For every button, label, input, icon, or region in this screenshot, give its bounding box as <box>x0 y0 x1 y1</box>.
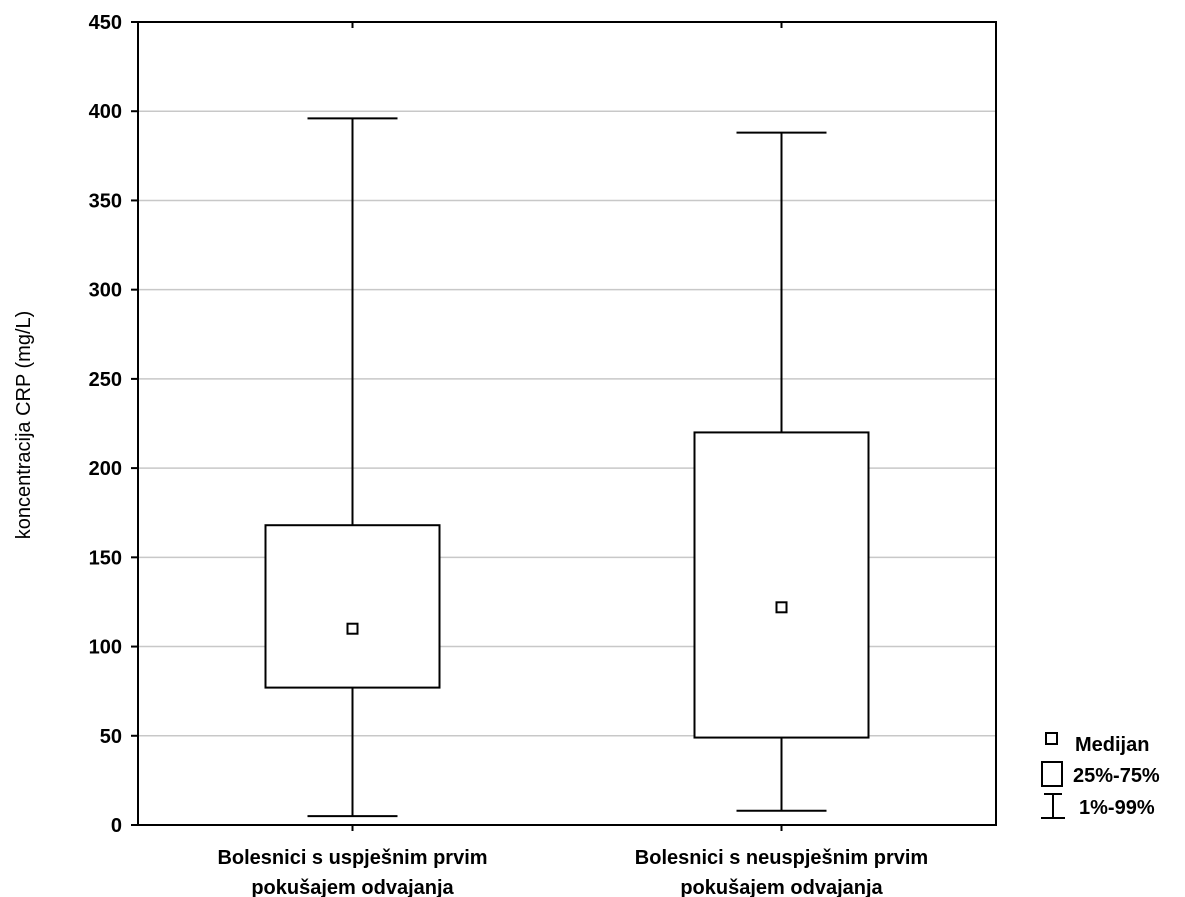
legend-label: 25%-75% <box>1073 765 1160 787</box>
y-tick-label: 350 <box>89 190 122 212</box>
legend-median-symbol <box>1045 732 1058 745</box>
x-axis-categories: Bolesnici s uspješnim prvim pokušajem odv… <box>217 847 928 897</box>
box-group <box>693 131 870 812</box>
category-label: Bolesnici s neuspješnim prvim <box>635 847 928 869</box>
category-label: pokušajem odvajanja <box>680 877 883 897</box>
legend-box-symbol <box>1041 761 1063 787</box>
box-group <box>264 117 441 818</box>
y-tick-label: 300 <box>89 280 122 302</box>
box-series <box>264 117 870 818</box>
legend-label: 1%-99% <box>1079 797 1155 819</box>
y-tick-label: 100 <box>89 637 122 659</box>
y-tick-label: 0 <box>111 815 122 837</box>
y-tick-label: 50 <box>100 726 122 748</box>
y-axis-label: koncentracija CRP (mg/L) <box>13 311 35 540</box>
category-label: pokušajem odvajanja <box>251 877 454 897</box>
iqr-box <box>264 524 441 689</box>
y-tick-label: 150 <box>89 547 122 569</box>
iqr-box <box>693 431 870 739</box>
legend: Medijan 25%-75% 1%-99% <box>1041 732 1160 819</box>
category-label: Bolesnici s uspješnim prvim <box>217 847 487 869</box>
median-marker <box>775 601 788 614</box>
median-marker <box>346 622 359 635</box>
y-tick-label: 250 <box>89 369 122 391</box>
y-tick-label: 200 <box>89 458 122 480</box>
legend-label: Medijan <box>1075 734 1149 756</box>
y-tick-label: 400 <box>89 101 122 123</box>
y-tick-label: 450 <box>89 12 122 34</box>
plot-frame <box>137 21 997 826</box>
y-axis-ticks: 0 50 100 150 200 250 300 350 400 450 <box>89 12 783 837</box>
